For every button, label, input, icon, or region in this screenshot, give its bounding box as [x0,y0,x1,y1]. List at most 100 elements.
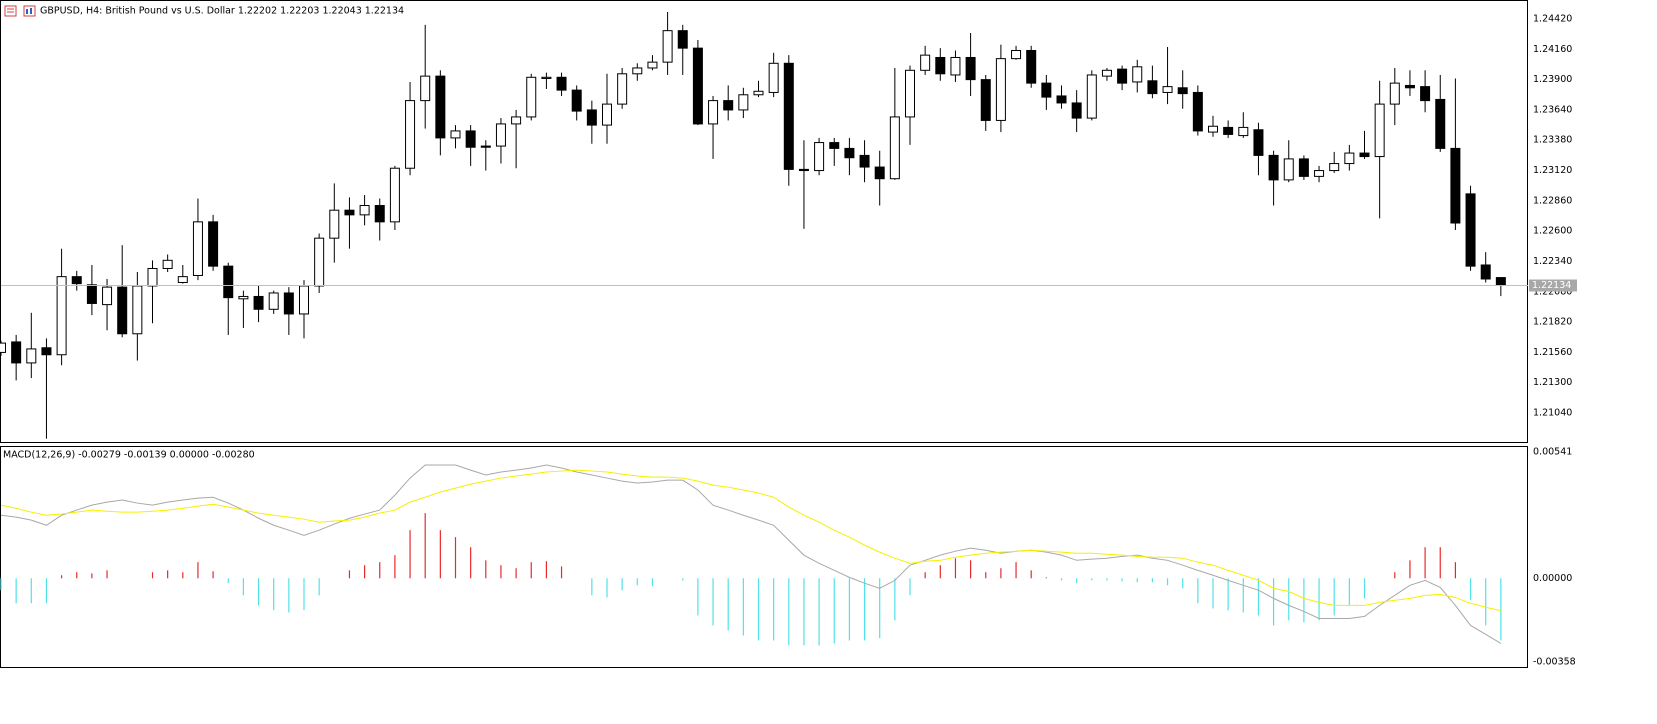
candle-body [1177,87,1188,95]
y-tick-label: -0.00358 [1533,656,1576,667]
candle-body [253,295,264,310]
candle-body [1465,193,1476,267]
candle-body [465,130,476,148]
y-tick-label: 1.22080 [1533,286,1572,297]
candle-body [1147,80,1158,95]
candle-body [11,341,22,364]
marks-layer [0,12,1528,646]
candle-body [192,221,203,276]
candle-body [405,100,416,169]
candle-body [86,284,97,304]
y-tick-label: 1.22860 [1533,195,1572,206]
candle-body [223,265,234,299]
candle-body [71,276,82,285]
candle-body [1086,74,1097,119]
current-price-box [1529,279,1577,292]
candle-body [344,209,355,216]
candle-body [299,285,309,315]
candle-body [541,76,552,79]
y-tick-label: 1.21040 [1533,408,1572,419]
candle-body [1056,95,1067,104]
candle-body [26,348,37,364]
candle-body [753,90,764,96]
candle-body [314,237,325,287]
y-tick-label: 0.00541 [1533,446,1572,457]
candle-body [420,75,431,102]
candle-body [374,205,385,223]
candle-body [1420,86,1431,102]
candle-body [829,142,840,149]
candle-body [1071,102,1082,119]
candle-body [1450,147,1461,224]
price-pane-frame [0,0,1528,443]
candle-body [844,147,855,159]
candle-body [692,47,703,125]
candle-body [814,142,825,172]
candle-body [783,62,794,170]
y-tick-label: 1.21820 [1533,317,1572,328]
candle-body [1026,49,1037,84]
candle-body [283,292,294,315]
y-tick-label: 1.24420 [1533,14,1572,25]
candle-body [56,276,67,356]
candle-body [738,94,749,111]
candle-body [556,76,567,91]
candle-body [132,285,143,335]
candle-body [647,61,658,69]
candle-body [0,342,6,353]
candle-body [1101,69,1112,77]
candle-body [723,100,734,111]
y-tick-label: 1.21300 [1533,377,1572,388]
macd-pane-frame [0,446,1528,668]
candle-body [329,209,340,239]
y-tick-label: 1.21560 [1533,347,1572,358]
candle-body [995,58,1006,121]
candle-body [238,295,249,300]
candle-body [586,109,597,126]
candle-body [874,166,885,180]
candle-body [435,75,446,139]
icon-list [4,5,17,17]
macd-title: MACD(12,26,9) -0.00279 -0.00139 0.00000 … [3,450,255,461]
candle-body [632,67,643,75]
candle-body [1374,103,1385,158]
candle-body [602,103,612,126]
candle-body [1223,126,1234,135]
candle-body [450,130,461,139]
y-tick-label: 1.22340 [1533,256,1572,267]
candle-body [1238,126,1249,137]
candle-body [359,205,370,216]
candle-body [950,56,961,76]
signal-line [0,469,1501,612]
candle-body [1389,82,1400,105]
candle-body [571,89,582,112]
candle-body [1314,170,1325,177]
candle-body [1162,86,1173,93]
candle-body [1329,163,1340,172]
candle-body [102,286,113,306]
candle-body [1404,84,1415,89]
y-tick-label: 1.23900 [1533,74,1572,85]
symbol-icons [4,5,36,17]
y-tick-label: 0.00000 [1533,573,1572,584]
candle-body [162,259,173,269]
candle-body [1011,49,1022,60]
candle-body [1359,152,1370,158]
y-tick-label: 1.23380 [1533,135,1572,146]
y-tick-label: 1.23120 [1533,165,1572,176]
candle-body [1480,264,1491,280]
candle-body [905,69,915,118]
candle-body [389,167,400,223]
candle-body [768,62,779,93]
candle-body [708,100,719,125]
current-price-label: 1.22134 [1532,280,1571,291]
candle-body [935,56,946,75]
candle-body [208,221,219,267]
candle-body [980,79,991,121]
candle-body [526,76,537,118]
y-tick-label: 1.23640 [1533,104,1572,115]
y-tick-label: 1.24160 [1533,44,1572,55]
icon-chart [23,5,36,17]
candle-body [1283,158,1294,181]
